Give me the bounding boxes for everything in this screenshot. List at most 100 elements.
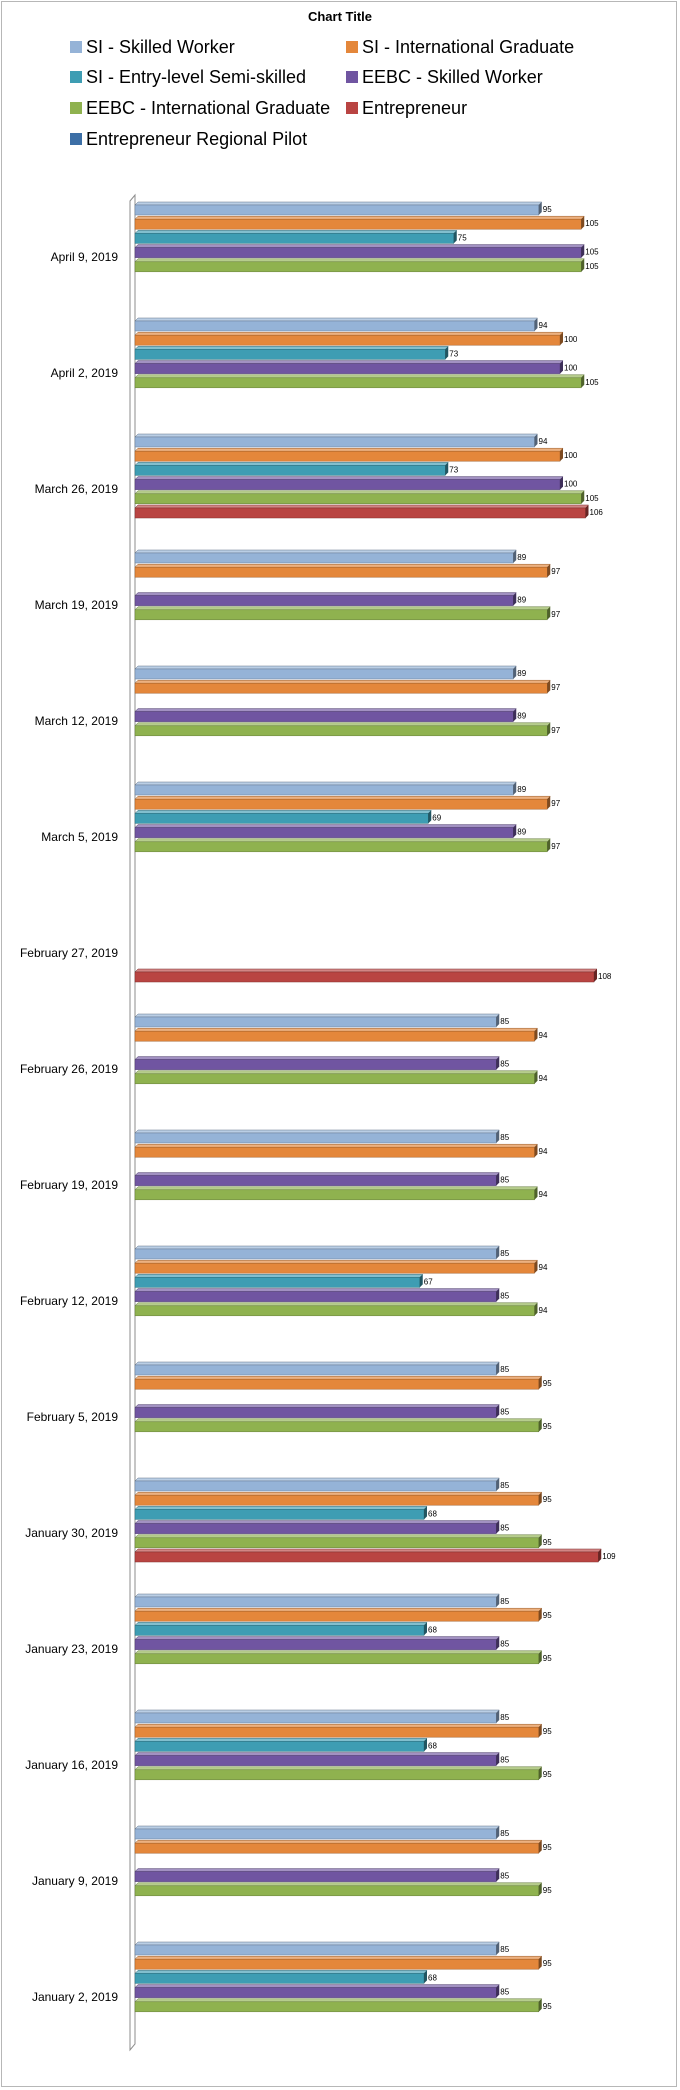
- bar-side-face: [496, 1520, 500, 1534]
- bar-top-face: [134, 1070, 539, 1075]
- bar-top-face: [134, 606, 551, 611]
- bar-side-face: [538, 202, 542, 215]
- bar-side-face: [538, 1650, 542, 1664]
- bar-front-face: [134, 233, 454, 244]
- data-label: 97: [551, 842, 560, 851]
- legend-label-entrepreneur-regional-pilot: Entrepreneur Regional Pilot: [86, 129, 307, 149]
- bar-side-face: [534, 1028, 538, 1042]
- category-label: January 9, 2019: [32, 1874, 118, 1888]
- bar-front-face: [134, 1291, 497, 1302]
- bar-side-face: [513, 666, 517, 679]
- bar-front-face: [134, 1407, 497, 1418]
- bar-front-face: [134, 1030, 535, 1042]
- bar-front-face: [134, 1973, 425, 1984]
- bar-top-face: [134, 1636, 500, 1640]
- bar-eebc-international-graduate: 105: [134, 258, 599, 273]
- bar-top-face: [134, 1013, 500, 1018]
- bar-eebc-skilled-worker: 85: [134, 1752, 510, 1766]
- data-label: 68: [428, 1973, 437, 1982]
- category-group: January 16, 2019 85 95 68 85 95: [25, 1709, 552, 1781]
- axis-wall: [129, 193, 136, 2052]
- bar-top-face: [134, 1766, 543, 1771]
- bar-front-face: [134, 436, 535, 448]
- data-label: 94: [539, 1190, 548, 1199]
- bar-front-face: [134, 1073, 535, 1085]
- bar-top-face: [134, 1375, 543, 1380]
- bar-front-face: [134, 1305, 535, 1317]
- category-group: February 19, 2019 85 94 85 94: [20, 1129, 548, 1201]
- bar-front-face: [134, 971, 595, 983]
- bar-top-face: [134, 374, 585, 379]
- bar-si-skilled-worker: 85: [134, 1941, 510, 1956]
- bar-side-face: [538, 1998, 542, 2012]
- bar-side-face: [560, 476, 563, 490]
- bar-entrepreneur: 108: [134, 968, 612, 983]
- bar-side-face: [513, 708, 517, 722]
- bar-top-face: [134, 1302, 539, 1307]
- bar-si-international-graduate: 94: [134, 1259, 548, 1274]
- data-label: 95: [543, 1495, 552, 1504]
- category-label: February 12, 2019: [20, 1294, 118, 1308]
- bar-top-face: [134, 795, 551, 800]
- category-group: January 23, 2019 85 95 68 85 95: [25, 1593, 552, 1665]
- bar-top-face: [134, 346, 449, 350]
- data-label: 85: [500, 1249, 509, 1258]
- bar-top-face: [134, 1825, 500, 1830]
- bar-si-skilled-worker: 85: [134, 1593, 510, 1608]
- bar-eebc-skilled-worker: 85: [134, 1636, 510, 1650]
- bar-si-entry-level-semi-skilled: 75: [134, 230, 467, 244]
- data-label: 85: [500, 1756, 509, 1765]
- bar-side-face: [538, 1608, 542, 1622]
- bar-top-face: [134, 1839, 543, 1844]
- bar-si-skilled-worker: 85: [134, 1129, 510, 1144]
- category-label: March 19, 2019: [35, 598, 119, 612]
- bar-front-face: [134, 450, 561, 462]
- bar-front-face: [134, 1639, 497, 1650]
- data-label: 85: [500, 1060, 509, 1069]
- bar-side-face: [496, 1752, 500, 1766]
- bar-si-entry-level-semi-skilled: 68: [134, 1738, 437, 1752]
- bar-top-face: [134, 433, 539, 438]
- bar-top-face: [134, 549, 517, 554]
- bar-front-face: [134, 1610, 539, 1622]
- bar-front-face: [134, 247, 582, 258]
- bar-top-face: [134, 317, 539, 322]
- data-label: 100: [564, 480, 578, 489]
- bar-side-face: [424, 1622, 427, 1636]
- bar-side-face: [513, 824, 517, 838]
- category-group: February 5, 2019 85 95 85 95: [27, 1361, 552, 1433]
- bar-top-face: [134, 968, 598, 973]
- bar-side-face: [534, 1260, 538, 1274]
- bar-side-face: [496, 1014, 500, 1027]
- bar-eebc-skilled-worker: 85: [134, 1520, 510, 1534]
- bar-side-face: [547, 680, 551, 694]
- category-group: April 9, 2019 95 105 75 105 105: [51, 201, 599, 273]
- bar-top-face: [134, 824, 517, 828]
- bar-front-face: [134, 1509, 425, 1520]
- bar-si-skilled-worker: 85: [134, 1245, 510, 1260]
- bar-side-face: [419, 1274, 423, 1288]
- bar-side-face: [538, 1840, 542, 1854]
- bar-side-face: [538, 1376, 542, 1390]
- bar-front-face: [134, 784, 514, 796]
- data-label: 85: [500, 1365, 509, 1374]
- bar-side-face: [538, 1418, 542, 1432]
- data-label: 85: [500, 1597, 509, 1606]
- category-label: March 12, 2019: [35, 714, 119, 728]
- legend-swatch-si-skilled-worker: [70, 41, 82, 53]
- category-group: March 26, 2019 94 100 73 100 105 106: [35, 433, 603, 519]
- bar-side-face: [581, 244, 585, 258]
- data-label: 85: [500, 1872, 509, 1881]
- bar-side-face: [496, 1288, 500, 1302]
- data-label: 97: [551, 683, 560, 692]
- bar-side-face: [547, 722, 551, 736]
- bar-side-face: [513, 550, 517, 563]
- data-label: 94: [539, 1031, 548, 1040]
- bar-side-face: [547, 564, 551, 578]
- bar-front-face: [134, 1059, 497, 1070]
- bar-eebc-international-graduate: 95: [134, 1650, 552, 1665]
- bar-top-face: [134, 215, 585, 220]
- data-label: 95: [543, 1611, 552, 1620]
- data-label: 94: [539, 1074, 548, 1083]
